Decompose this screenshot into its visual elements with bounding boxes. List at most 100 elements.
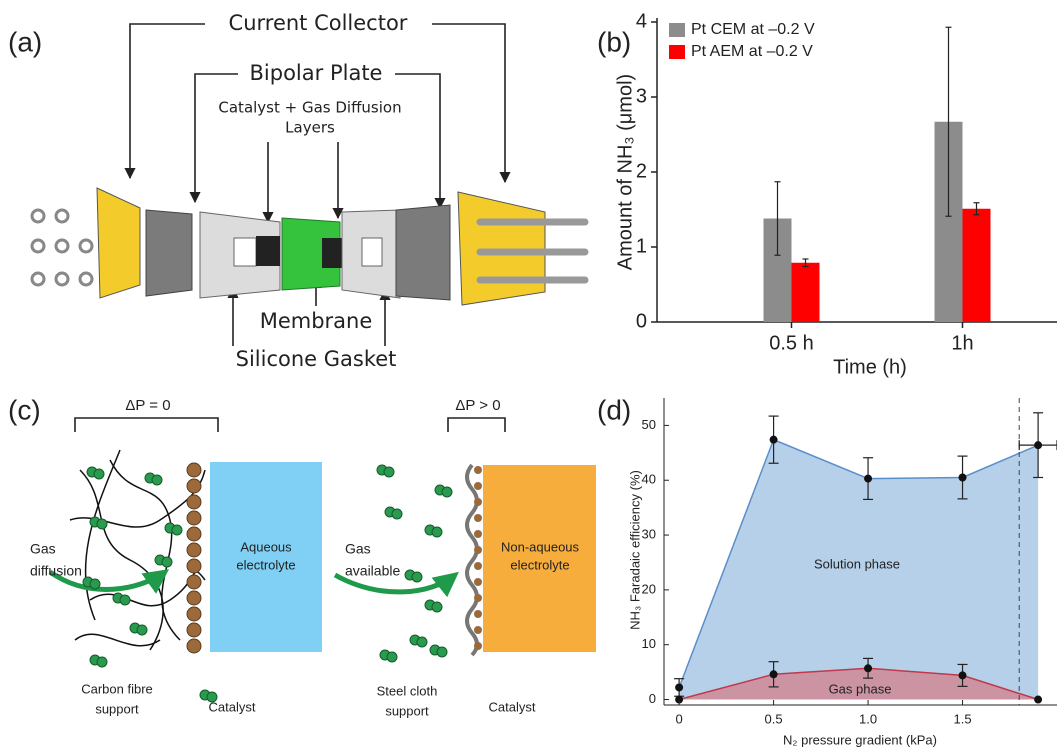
catalyst-particle [186, 574, 202, 590]
label: ΔP > 0 [455, 397, 500, 414]
label: diffusion [30, 563, 82, 579]
label: electrolyte [510, 557, 569, 572]
label: Gas [30, 541, 56, 557]
label: ΔP = 0 [125, 397, 170, 414]
x-tick-label: 0.5 h [769, 332, 813, 354]
catalyst-particle [474, 626, 482, 634]
catalyst-particle [186, 638, 202, 654]
series-label: Gas phase [829, 681, 892, 696]
legend-label: Pt CEM at –0.2 V [691, 21, 815, 38]
y-tick-label: 1 [636, 235, 647, 257]
catalyst-particle [186, 590, 202, 606]
catalyst-particle [474, 530, 482, 538]
bar [962, 208, 991, 322]
gas-molecule [441, 486, 453, 498]
label: Layers [285, 119, 335, 137]
gas-molecule [206, 691, 218, 703]
gas-molecule [161, 556, 173, 568]
error-bar [802, 258, 809, 268]
gas-molecule [96, 656, 108, 668]
data-point [675, 695, 684, 704]
catalyst-particle [474, 610, 482, 618]
label: Bipolar Plate [250, 61, 383, 85]
y-tick-label: 0 [649, 691, 656, 706]
catalyst-particle [186, 622, 202, 638]
panel-label: (b) [597, 26, 631, 57]
electrode-diagram: ΔP = 0 Gas diffusion Aqueous electrolyte… [30, 397, 596, 718]
bracket [447, 417, 506, 432]
y-axis-label: Amount of NH₃ (μmol) [614, 74, 636, 270]
bipolar-plate [145, 209, 193, 297]
label: electrolyte [236, 557, 295, 572]
panel-label: (a) [8, 26, 42, 57]
connector [432, 23, 511, 184]
y-tick-label: 50 [642, 417, 656, 432]
y-tick-label: 4 [636, 10, 647, 32]
catalyst-particle [186, 510, 202, 526]
connector [189, 73, 238, 204]
catalyst-particle [474, 482, 482, 490]
electrolyte [483, 465, 596, 652]
gas-molecule [383, 466, 395, 478]
x-tick-label: 0.5 [765, 711, 783, 726]
catalyst-particle [474, 578, 482, 586]
catalyst-particle [186, 606, 202, 622]
label: Current Collector [229, 11, 408, 35]
y-axis-label: NH₃ Faradaic efficiency (%) [627, 470, 642, 630]
catalyst-layer [322, 238, 342, 268]
rods [476, 218, 589, 284]
gas-molecule [386, 651, 398, 663]
y-tick-label: 30 [642, 526, 656, 541]
gas-molecule [96, 518, 108, 530]
gas-molecule [436, 646, 448, 658]
nuts [30, 208, 94, 287]
catalyst-particle [186, 462, 202, 478]
fibres [69, 449, 206, 651]
data-point [1034, 695, 1043, 704]
data-point [769, 670, 778, 679]
error-bar [973, 202, 980, 216]
label: support [385, 703, 429, 718]
catalyst-particle [474, 562, 482, 570]
steel-cloth [465, 463, 479, 657]
y-tick-label: 2 [636, 160, 647, 182]
label: Gas [345, 541, 371, 557]
data-point [769, 435, 778, 444]
label: Catalyst [209, 699, 256, 714]
x-tick-label: 1.5 [953, 711, 971, 726]
gas-molecule [391, 508, 403, 520]
membrane [281, 217, 341, 291]
legend-swatch [669, 23, 685, 37]
electrolyte [210, 462, 322, 652]
x-tick-label: 0 [675, 711, 682, 726]
gasket-window [233, 237, 257, 267]
label: Carbon fibre [81, 681, 153, 696]
gas-arrow [48, 569, 170, 594]
label: Aqueous [240, 539, 292, 554]
current-collector-plate [96, 187, 141, 299]
catalyst-particle [474, 594, 482, 602]
y-tick-label: 10 [642, 636, 656, 651]
data-point [958, 473, 967, 482]
bipolar-plate [395, 204, 451, 301]
series-label: Solution phase [814, 556, 900, 571]
gas-molecule [431, 526, 443, 538]
gas-molecule [119, 594, 131, 606]
panel-label: (c) [8, 394, 41, 425]
label: Steel cloth [377, 683, 438, 698]
label: available [345, 563, 400, 579]
x-tick-label: 1.0 [859, 711, 877, 726]
label: Membrane [260, 309, 373, 333]
gasket-window [361, 237, 383, 267]
error-bar [945, 26, 952, 217]
connector [124, 23, 205, 180]
gas-molecule [431, 601, 443, 613]
area-fill [679, 439, 1039, 700]
gas-molecule [136, 624, 148, 636]
panel-label: (d) [597, 394, 631, 425]
label: Catalyst + Gas Diffusion [218, 99, 401, 117]
catalyst-particle [186, 494, 202, 510]
cell-diagram: Current Collector Bipolar Plate Catalyst… [30, 11, 589, 371]
catalyst-particle [186, 526, 202, 542]
